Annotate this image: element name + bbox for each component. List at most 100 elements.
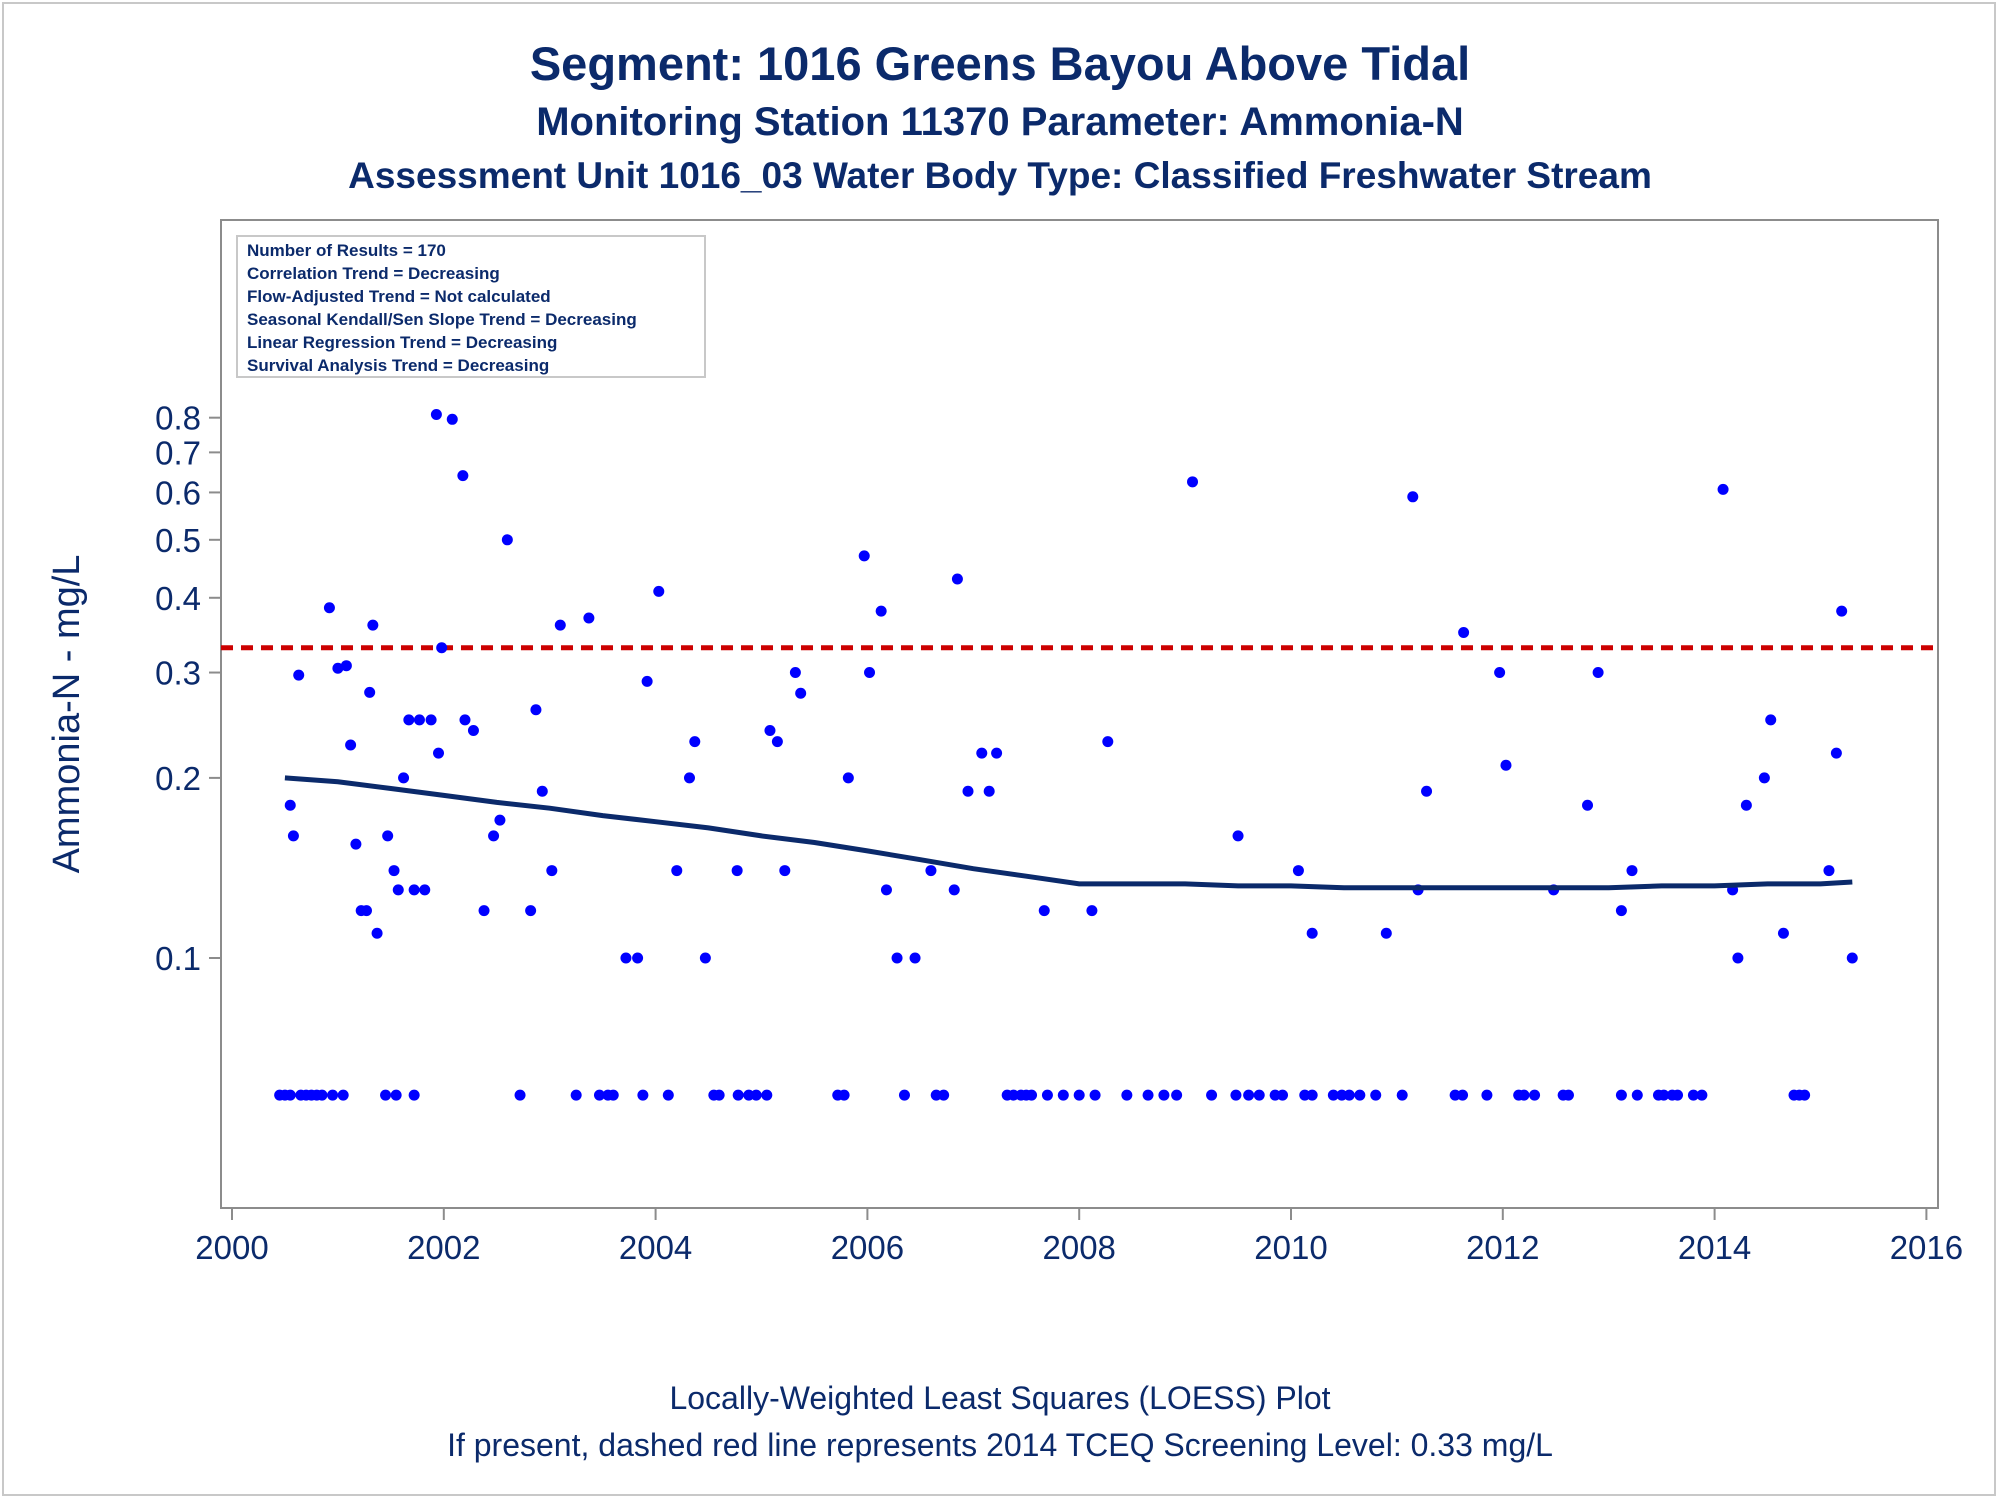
data-point [864,667,876,679]
data-point [345,739,357,751]
data-point [1306,927,1318,939]
data-point [287,830,299,842]
data-point [1717,483,1729,495]
below-detection-point [838,1089,850,1101]
below-detection-point [1121,1089,1133,1101]
footnote-screening: If present, dashed red line represents 2… [447,1427,1553,1463]
below-detection-point [1041,1089,1053,1101]
below-detection-point [662,1089,674,1101]
data-point [689,736,701,748]
y-axis-title: Ammonia-N - mg/L [46,555,88,874]
data-point [388,865,400,877]
data-point [795,687,807,699]
data-point [293,669,305,681]
data-point [779,865,791,877]
data-point [459,714,471,726]
data-point [1765,714,1777,726]
chart-subtitle-station: Monitoring Station 11370 Parameter: Ammo… [536,100,1464,144]
data-point [948,884,960,896]
below-detection-point [1343,1089,1355,1101]
data-point [323,602,335,614]
below-detection-point [1370,1089,1382,1101]
loess-layer [284,775,1853,891]
data-point [909,952,921,964]
data-points-layer [274,408,1858,1101]
below-detection-point [380,1089,392,1101]
data-point [284,799,296,811]
data-point [446,413,458,425]
below-detection-point [938,1089,950,1101]
below-detection-point [1799,1089,1811,1101]
data-point [983,785,995,797]
data-point [371,927,383,939]
legend-line: Linear Regression Trend = Decreasing [247,333,557,352]
data-point [478,905,490,917]
below-detection-point [1089,1089,1101,1101]
data-point [1732,952,1744,964]
below-detection-point [1277,1089,1289,1101]
y-tick-label: 0.8 [155,400,201,437]
data-point [425,714,437,726]
data-point [632,952,644,964]
data-point [1458,626,1470,638]
data-point [360,905,372,917]
data-point [771,736,783,748]
below-detection-point [1672,1089,1684,1101]
data-point [403,714,415,726]
data-point [530,704,542,716]
chart-title: Segment: 1016 Greens Bayou Above Tidal [529,37,1471,90]
data-point [1615,905,1627,917]
data-point [367,619,379,631]
data-point [731,865,743,877]
y-tick-label: 0.4 [155,580,201,617]
data-point [1830,747,1842,759]
data-point [699,952,711,964]
y-tick-label: 0.7 [155,434,201,471]
data-point [488,830,500,842]
data-point [332,662,344,674]
data-point [671,865,683,877]
below-detection-point [1026,1089,1038,1101]
data-point [1846,952,1858,964]
data-point [1494,667,1506,679]
below-detection-point [1481,1089,1493,1101]
below-detection-point [1327,1089,1339,1101]
data-point [536,785,548,797]
data-point [1102,736,1114,748]
below-detection-point [327,1089,339,1101]
data-point [398,772,410,784]
below-detection-point [1396,1089,1408,1101]
data-point [1582,799,1594,811]
legend-box: Number of Results = 170 Correlation Trend… [236,235,706,378]
x-tick-label: 2014 [1678,1229,1751,1266]
footnote-loess: Locally-Weighted Least Squares (LOESS) P… [669,1380,1331,1416]
below-detection-point [1518,1089,1530,1101]
loess-curve [284,775,1853,891]
data-point [1292,865,1304,877]
below-detection-point [284,1089,296,1101]
below-detection-point [1615,1089,1627,1101]
data-point [1380,927,1392,939]
below-detection-point [713,1089,725,1101]
y-tick-label: 0.2 [155,760,201,797]
data-point [1421,785,1433,797]
x-tick-label: 2006 [831,1229,904,1266]
data-point [653,585,665,597]
below-detection-point [898,1089,910,1101]
y-tick-label: 0.5 [155,522,201,559]
data-point [430,408,442,420]
below-detection-point [1142,1089,1154,1101]
below-detection-point [1243,1089,1255,1101]
data-point [1836,605,1848,617]
below-detection-point [1631,1089,1643,1101]
data-point [875,605,887,617]
data-point [991,747,1003,759]
data-point [1592,667,1604,679]
legend-line: Survival Analysis Trend = Decreasing [247,356,549,375]
data-point [641,675,653,687]
below-detection-point [1354,1089,1366,1101]
data-point [1407,491,1419,503]
below-detection-point [337,1089,349,1101]
chart-subtitle-assessment: Assessment Unit 1016_03 Water Body Type:… [348,155,1652,196]
